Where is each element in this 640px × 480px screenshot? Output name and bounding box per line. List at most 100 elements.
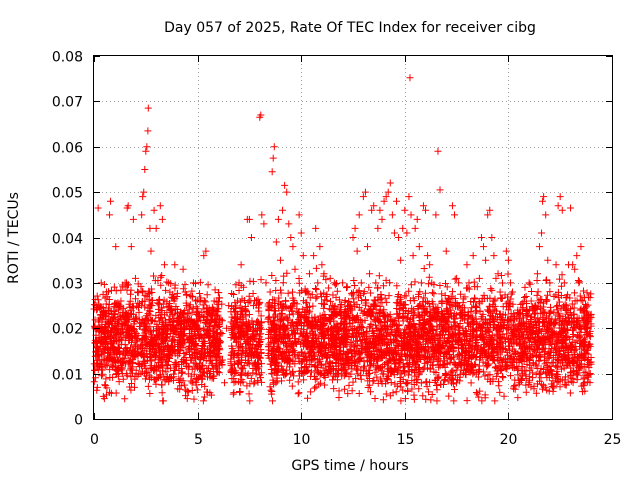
data-point <box>255 333 263 341</box>
data-point <box>205 364 213 372</box>
data-point <box>249 278 257 286</box>
data-point <box>162 368 170 376</box>
data-point <box>201 319 209 327</box>
data-point <box>254 378 262 386</box>
data-point <box>131 372 139 380</box>
data-point <box>127 364 135 372</box>
data-point <box>190 395 198 403</box>
data-point <box>304 394 312 402</box>
data-point <box>311 285 319 293</box>
data-point <box>170 373 178 381</box>
data-point <box>371 368 379 376</box>
data-point <box>205 307 213 315</box>
data-point <box>135 322 143 330</box>
data-point <box>485 307 493 315</box>
data-point <box>445 392 453 400</box>
data-point <box>232 302 240 310</box>
data-point <box>192 381 200 389</box>
data-point <box>211 346 219 354</box>
data-point <box>242 308 250 316</box>
data-point <box>507 372 515 380</box>
data-point <box>93 337 101 345</box>
data-point <box>141 303 149 311</box>
data-point <box>138 287 146 295</box>
data-point <box>358 297 366 305</box>
data-point <box>248 344 256 352</box>
data-point <box>123 286 131 294</box>
data-point <box>146 338 154 346</box>
data-point <box>246 397 254 405</box>
data-point <box>535 297 543 305</box>
data-point <box>583 289 591 297</box>
data-point <box>205 348 213 356</box>
data-point <box>237 311 245 319</box>
data-point <box>554 378 562 386</box>
data-point <box>90 378 98 386</box>
data-point <box>105 296 113 304</box>
data-point <box>96 303 104 311</box>
data-point <box>522 371 530 379</box>
data-point <box>534 288 542 296</box>
data-point <box>143 333 151 341</box>
data-point <box>181 354 189 362</box>
data-point <box>488 286 496 294</box>
data-point <box>194 307 202 315</box>
data-point <box>373 373 381 381</box>
data-point <box>504 270 512 278</box>
data-point <box>536 352 544 360</box>
data-point <box>471 303 479 311</box>
data-point <box>238 376 246 384</box>
data-point <box>570 304 578 312</box>
data-point <box>132 315 140 323</box>
data-point <box>166 354 174 362</box>
data-point <box>123 310 131 318</box>
data-point <box>326 297 334 305</box>
data-point <box>257 330 265 338</box>
data-point <box>102 312 110 320</box>
data-point <box>430 290 438 298</box>
data-point <box>166 346 174 354</box>
data-point <box>156 353 164 361</box>
data-point <box>189 352 197 360</box>
data-point <box>367 321 375 329</box>
data-point <box>102 300 110 308</box>
data-point <box>227 368 235 376</box>
data-point <box>176 385 184 393</box>
data-point <box>248 320 256 328</box>
data-point <box>168 322 176 330</box>
data-point <box>140 352 148 360</box>
data-point <box>127 386 135 394</box>
data-point <box>97 303 105 311</box>
data-point <box>496 388 504 396</box>
data-point <box>166 347 174 355</box>
data-point <box>126 366 134 374</box>
data-point <box>203 369 211 377</box>
data-point <box>134 280 142 288</box>
data-point <box>269 397 277 405</box>
data-point <box>199 397 207 405</box>
data-point <box>254 317 262 325</box>
data-point <box>211 286 219 294</box>
data-point <box>366 388 374 396</box>
data-point <box>228 367 236 375</box>
data-point <box>307 388 315 396</box>
data-point <box>180 324 188 332</box>
data-point <box>155 331 163 339</box>
data-point <box>130 320 138 328</box>
data-point <box>238 365 246 373</box>
data-point <box>187 372 195 380</box>
data-point <box>166 364 174 372</box>
data-point <box>312 285 320 293</box>
data-point <box>537 374 545 382</box>
data-point <box>448 367 456 375</box>
data-point <box>451 275 459 283</box>
data-point <box>352 375 360 383</box>
data-point <box>350 276 358 284</box>
data-point <box>100 348 108 356</box>
data-point <box>143 339 151 347</box>
data-point <box>532 389 540 397</box>
data-point <box>139 368 147 376</box>
data-point <box>202 330 210 338</box>
data-point <box>238 295 246 303</box>
data-point <box>186 301 194 309</box>
